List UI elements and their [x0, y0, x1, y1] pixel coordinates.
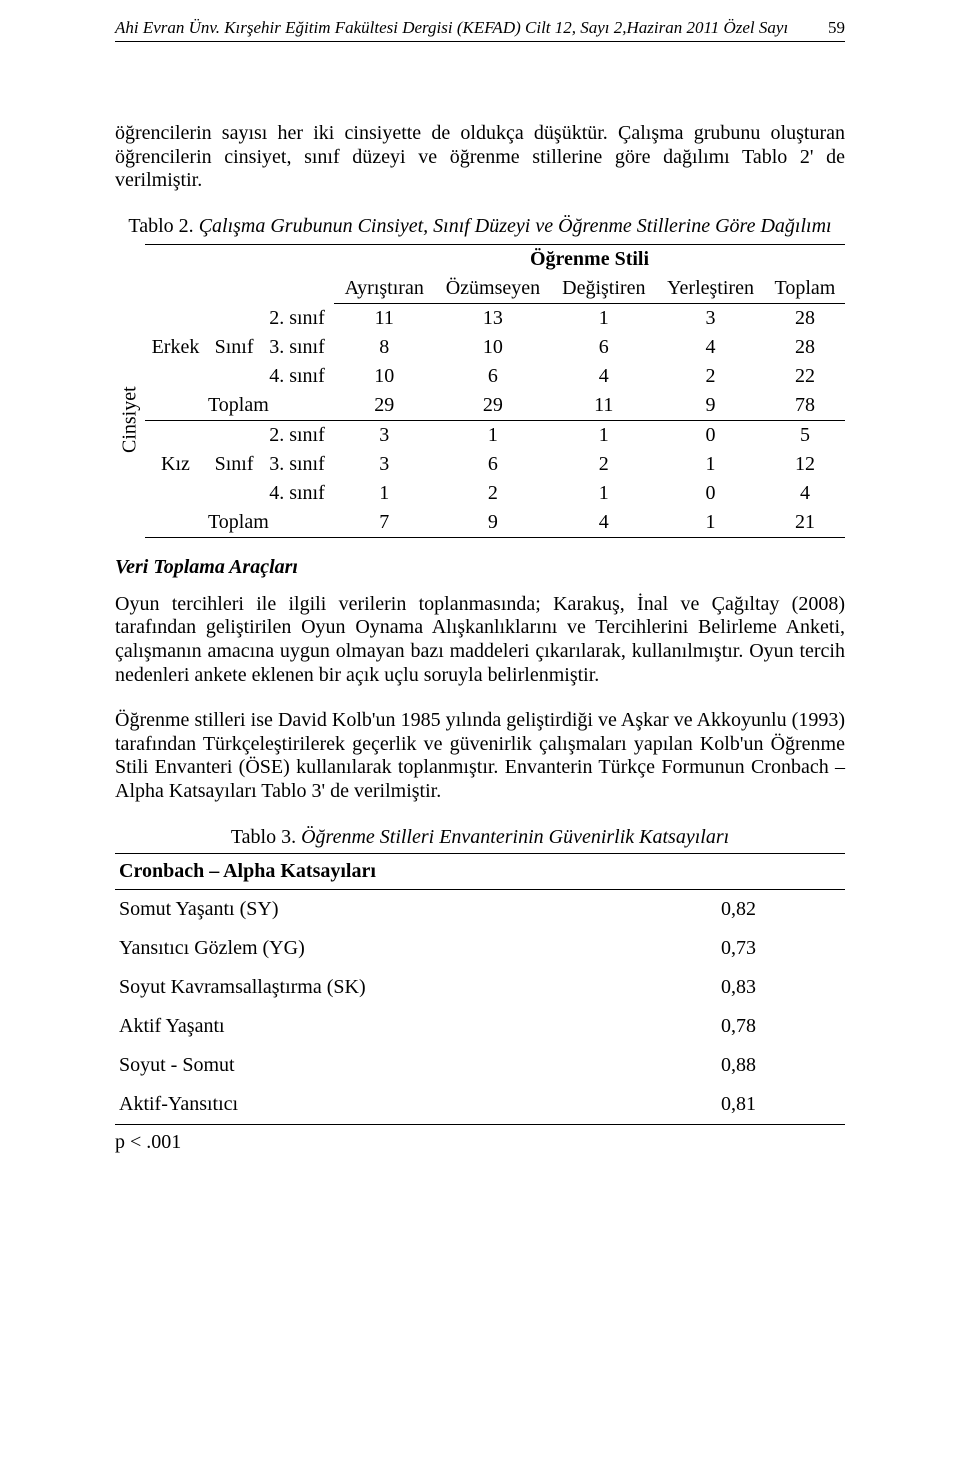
t3-value: 0,78 [717, 1007, 845, 1046]
group-sinif: Sınıf [208, 303, 262, 391]
cell: 0 [656, 420, 765, 450]
cell: 5 [765, 420, 845, 450]
t3-value: 0,83 [717, 968, 845, 1007]
row-label: 2. sınıf [262, 303, 334, 333]
cell: 6 [551, 333, 656, 362]
table-row: Aktif Yaşantı 0,78 [115, 1007, 845, 1046]
running-header: Ahi Evran Ünv. Kırşehir Eğitim Fakültesi… [115, 18, 845, 42]
table-row: Soyut Kavramsallaştırma (SK) 0,83 [115, 968, 845, 1007]
subtotal-label: Toplam [145, 391, 334, 421]
cell: 2 [434, 479, 551, 508]
table3-footnote: p < .001 [115, 1131, 845, 1154]
table-row: Somut Yaşantı (SY) 0,82 [115, 889, 845, 929]
table2-col-degistiren: Değiştiren [551, 274, 656, 304]
table2-superheader: Öğrenme Stili [334, 244, 845, 274]
row-label: 4. sınıf [262, 362, 334, 391]
cell: 28 [765, 303, 845, 333]
t3-label: Somut Yaşantı (SY) [115, 889, 717, 929]
row-label: 3. sınıf [262, 333, 334, 362]
paragraph-intro: öğrencilerin sayısı her iki cinsiyette d… [115, 122, 845, 193]
cell: 29 [334, 391, 434, 421]
cell: 1 [551, 303, 656, 333]
t3-value: 0,73 [717, 929, 845, 968]
gender-erkek: Erkek [145, 303, 209, 391]
journal-title: Ahi Evran Ünv. Kırşehir Eğitim Fakültesi… [115, 18, 788, 38]
table-row: Yansıtıcı Gözlem (YG) 0,73 [115, 929, 845, 968]
table-row: Cinsiyet Erkek Sınıf 2. sınıf 11 13 1 3 … [115, 303, 845, 333]
cell: 11 [334, 303, 434, 333]
t3-label: Soyut Kavramsallaştırma (SK) [115, 968, 717, 1007]
cell: 6 [434, 450, 551, 479]
table-row-subtotal: Toplam 7 9 4 1 21 [115, 508, 845, 538]
cell: 8 [334, 333, 434, 362]
table2-caption-title: Çalışma Grubunun Cinsiyet, Sınıf Düzeyi … [199, 215, 832, 237]
cell: 3 [656, 303, 765, 333]
table2-caption-label: Tablo 2. [128, 215, 198, 237]
cell: 1 [551, 420, 656, 450]
table2-col-yerlestiren: Yerleştiren [656, 274, 765, 304]
table-row: Kız Sınıf 2. sınıf 3 1 1 0 5 [115, 420, 845, 450]
t3-value: 0,81 [717, 1085, 845, 1125]
cell: 13 [434, 303, 551, 333]
paragraph-tools-1: Oyun tercihleri ile ilgili verilerin top… [115, 593, 845, 687]
subheading-veri-toplama: Veri Toplama Araçları [115, 556, 845, 579]
cell: 10 [334, 362, 434, 391]
table-row-subtotal: Toplam 29 29 11 9 78 [115, 391, 845, 421]
table2-col-ayristiran: Ayrıştıran [334, 274, 434, 304]
table3: Cronbach – Alpha Katsayıları Somut Yaşan… [115, 853, 845, 1125]
cell: 2 [551, 450, 656, 479]
t3-label: Aktif Yaşantı [115, 1007, 717, 1046]
cell: 12 [765, 450, 845, 479]
gender-kiz: Kız [145, 420, 209, 508]
t3-value: 0,88 [717, 1046, 845, 1085]
t3-label: Aktif-Yansıtıcı [115, 1085, 717, 1125]
table3-caption-label: Tablo 3. [231, 826, 301, 848]
cell: 78 [765, 391, 845, 421]
cell: 4 [765, 479, 845, 508]
cell: 22 [765, 362, 845, 391]
group-sinif: Sınıf [208, 420, 262, 508]
cell: 1 [551, 479, 656, 508]
cell: 21 [765, 508, 845, 538]
page-number: 59 [803, 18, 845, 38]
row-label: 2. sınıf [262, 420, 334, 450]
row-label: 4. sınıf [262, 479, 334, 508]
t3-label: Soyut - Somut [115, 1046, 717, 1085]
table-row: Aktif-Yansıtıcı 0,81 [115, 1085, 845, 1125]
table2-col-ozumseyen: Özümseyen [434, 274, 551, 304]
cell: 6 [434, 362, 551, 391]
cell: 29 [434, 391, 551, 421]
cell: 11 [551, 391, 656, 421]
row-label: 3. sınıf [262, 450, 334, 479]
t3-label: Yansıtıcı Gözlem (YG) [115, 929, 717, 968]
cinsiyet-label: Cinsiyet [115, 303, 145, 537]
table2-caption: Tablo 2. Çalışma Grubunun Cinsiyet, Sını… [115, 215, 845, 238]
cell: 10 [434, 333, 551, 362]
cell: 3 [334, 450, 434, 479]
subtotal-label: Toplam [145, 508, 334, 538]
table3-caption-title: Öğrenme Stilleri Envanterinin Güvenirlik… [301, 826, 729, 848]
cell: 7 [334, 508, 434, 538]
cell: 28 [765, 333, 845, 362]
cell: 4 [656, 333, 765, 362]
cell: 0 [656, 479, 765, 508]
cell: 4 [551, 508, 656, 538]
table3-header: Cronbach – Alpha Katsayıları [115, 853, 845, 889]
cell: 9 [434, 508, 551, 538]
table2: Öğrenme Stili Ayrıştıran Özümseyen Değiş… [115, 244, 845, 538]
cell: 1 [656, 450, 765, 479]
table2-col-toplam: Toplam [765, 274, 845, 304]
cell: 1 [334, 479, 434, 508]
t3-value: 0,82 [717, 889, 845, 929]
cell: 1 [434, 420, 551, 450]
table-row: Soyut - Somut 0,88 [115, 1046, 845, 1085]
paragraph-tools-2: Öğrenme stilleri ise David Kolb'un 1985 … [115, 709, 845, 803]
cell: 3 [334, 420, 434, 450]
cell: 2 [656, 362, 765, 391]
table3-caption: Tablo 3. Öğrenme Stilleri Envanterinin G… [115, 826, 845, 849]
cell: 4 [551, 362, 656, 391]
cell: 9 [656, 391, 765, 421]
cell: 1 [656, 508, 765, 538]
